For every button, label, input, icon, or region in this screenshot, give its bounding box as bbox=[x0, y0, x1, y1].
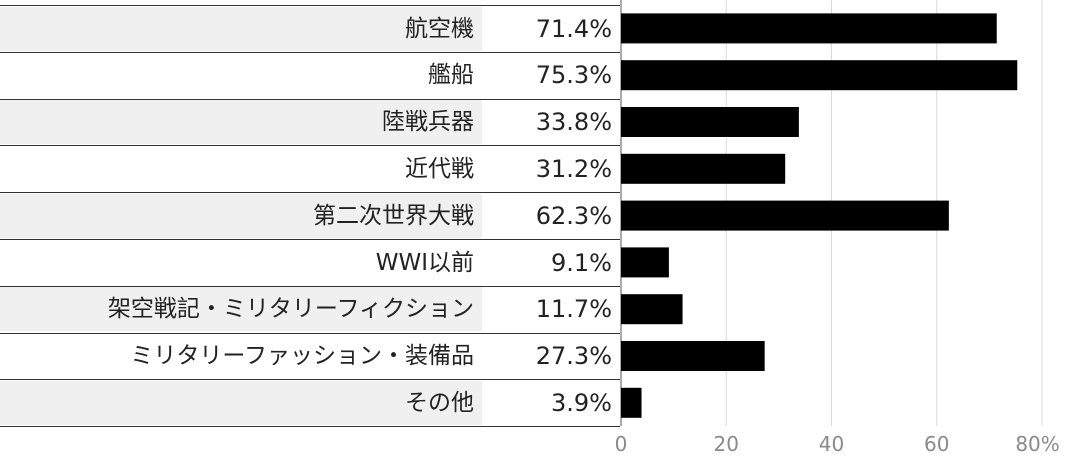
category-label: 艦船 bbox=[428, 62, 474, 89]
x-tick-label: 40 bbox=[818, 432, 845, 456]
bar bbox=[621, 294, 683, 325]
category-label: 航空機 bbox=[0, 6, 482, 51]
x-tick-label: 0 bbox=[614, 432, 628, 456]
bar bbox=[621, 153, 786, 184]
row-separator bbox=[0, 145, 620, 147]
category-label: 陸戦兵器 bbox=[0, 100, 482, 145]
category-label: 架空戦記・ミリタリーフィクション bbox=[0, 287, 482, 332]
value-label: 75.3% bbox=[535, 61, 612, 90]
bar bbox=[621, 13, 997, 44]
row-separator bbox=[0, 98, 620, 100]
row-separator bbox=[0, 239, 620, 240]
row-separator bbox=[0, 426, 620, 428]
row-separator bbox=[0, 285, 620, 287]
row-separator bbox=[0, 332, 620, 334]
row-separator bbox=[0, 5, 620, 6]
row-separator bbox=[0, 379, 620, 381]
bar bbox=[621, 247, 669, 278]
category-label: WWI以前 bbox=[375, 249, 474, 276]
value-label: 27.3% bbox=[535, 342, 612, 371]
bar bbox=[621, 60, 1018, 91]
value-label: 31.2% bbox=[535, 154, 612, 183]
value-label: 11.7% bbox=[535, 295, 612, 324]
x-tick-label: 80% bbox=[1015, 432, 1060, 456]
value-label: 3.9% bbox=[551, 388, 612, 417]
category-label: ミリタリーファッション・装備品 bbox=[130, 343, 474, 370]
category-label: 第二次世界大戦 bbox=[0, 193, 482, 238]
x-tick-label: 20 bbox=[713, 432, 739, 456]
value-label: 71.4% bbox=[535, 14, 612, 43]
value-label: 62.3% bbox=[535, 201, 612, 230]
bar bbox=[621, 341, 765, 371]
bar bbox=[621, 387, 642, 418]
row-separator bbox=[0, 51, 620, 53]
value-label: 9.1% bbox=[551, 248, 612, 277]
bar bbox=[621, 107, 799, 137]
value-label: 33.8% bbox=[535, 108, 612, 137]
x-tick-label: 60 bbox=[924, 432, 950, 456]
bar bbox=[621, 200, 949, 231]
row-separator bbox=[0, 192, 620, 194]
category-label: その他 bbox=[0, 380, 482, 425]
category-label: 近代戦 bbox=[405, 155, 474, 182]
